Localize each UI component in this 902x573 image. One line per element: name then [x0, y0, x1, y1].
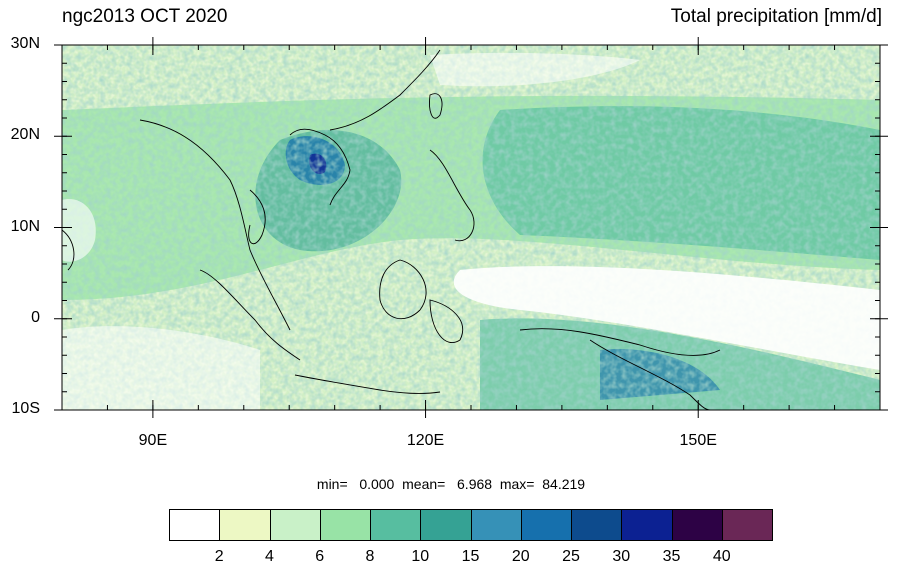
variable-title: Total precipitation [mm/d]	[670, 6, 882, 27]
legend-label: 20	[511, 548, 530, 565]
mean-label: mean=	[402, 476, 446, 492]
legend-label: 2	[214, 548, 224, 565]
legend-color-box	[470, 509, 522, 541]
legend-color-box	[169, 509, 221, 541]
precipitation-map	[54, 37, 888, 418]
min-value: 0.000	[359, 476, 395, 492]
legend-label: 35	[662, 548, 681, 565]
legend-label: 30	[612, 548, 631, 565]
latitude-label: 0	[31, 308, 40, 326]
legend-label: 8	[365, 548, 375, 565]
max-value: 84.219	[542, 476, 586, 492]
legend-color-box	[621, 509, 673, 541]
min-label: min=	[316, 476, 348, 492]
legend-color-box	[520, 509, 572, 541]
coastlines	[62, 49, 721, 410]
legend-color-box	[671, 509, 723, 541]
longitude-label: 120E	[406, 432, 445, 449]
legend-label: 40	[712, 548, 731, 565]
latitude-label: 10N	[10, 217, 40, 235]
legend-color-box	[721, 509, 773, 541]
legend-color-box	[269, 509, 321, 541]
legend-label: 10	[411, 548, 430, 565]
legend-color-box	[319, 509, 371, 541]
legend-color-box	[219, 509, 271, 541]
legend-label: 15	[461, 548, 480, 565]
longitude-label: 90E	[138, 432, 168, 449]
latitude-label: 30N	[10, 35, 40, 52]
color-legend	[169, 509, 773, 541]
legend-color-box	[370, 509, 422, 541]
legend-color-box	[420, 509, 472, 541]
stats-line: min= 0.000 mean= 6.968 max= 84.219	[0, 476, 902, 492]
max-label: max=	[499, 476, 535, 492]
latitude-label: 10S	[11, 400, 40, 417]
mean-value: 6.968	[457, 476, 493, 492]
map-title: ngc2013 OCT 2020	[62, 6, 228, 27]
longitude-label: 150E	[679, 432, 717, 449]
legend-label: 25	[562, 548, 580, 565]
axis-ticks	[54, 37, 888, 418]
legend-label: 4	[265, 548, 274, 565]
legend-color-box	[571, 509, 623, 541]
legend-label: 6	[315, 548, 325, 565]
legend-labels: 2 4 6 8 10 15 20 25 30 35 40	[0, 548, 902, 570]
precipitation-field	[62, 45, 880, 410]
latitude-label: 20N	[10, 126, 40, 144]
